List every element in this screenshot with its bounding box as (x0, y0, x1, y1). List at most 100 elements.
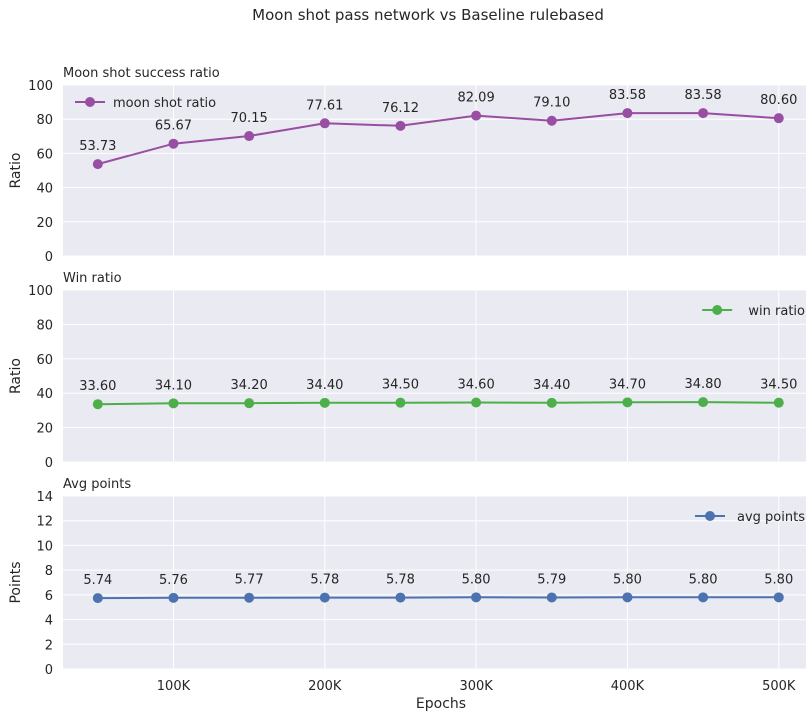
x-tick-label: 200K (308, 679, 342, 694)
data-label: 70.15 (231, 111, 268, 126)
data-label: 5.80 (689, 572, 718, 587)
subplot-title: Win ratio (63, 271, 122, 286)
data-label: 5.76 (159, 573, 188, 588)
data-label: 5.80 (462, 572, 491, 587)
y-tick-label: 12 (36, 515, 53, 530)
data-point (546, 592, 557, 603)
data-label: 77.61 (306, 98, 343, 113)
data-label: 34.40 (533, 378, 570, 393)
legend-label: avg points (737, 510, 805, 525)
data-point (773, 113, 784, 124)
legend: avg points (695, 510, 805, 525)
x-tick-label: 500K (762, 679, 796, 694)
plot-area (63, 496, 806, 669)
data-label: 53.73 (79, 139, 116, 154)
data-label: 65.67 (155, 119, 192, 134)
data-label: 82.09 (458, 91, 495, 106)
data-point (92, 593, 103, 604)
x-tick-label: 100K (157, 679, 191, 694)
y-axis-label: Ratio (8, 358, 24, 394)
y-tick-label: 0 (45, 663, 53, 678)
y-tick-label: 0 (45, 250, 53, 265)
data-point (244, 131, 255, 142)
y-tick-label: 0 (45, 456, 53, 471)
x-tick-label: 400K (611, 679, 645, 694)
subplot-title: Moon shot success ratio (63, 66, 220, 81)
data-point (244, 398, 255, 409)
legend-swatch-marker (85, 97, 95, 107)
y-tick-label: 10 (36, 539, 53, 554)
data-label: 5.74 (83, 573, 112, 588)
data-label: 76.12 (382, 101, 419, 116)
data-point (471, 592, 482, 603)
series-line (97, 596, 779, 600)
subplot-title: Avg points (63, 477, 131, 492)
data-label: 34.40 (306, 378, 343, 393)
panel-3: 0 2 4 6 8 10 12 14 100K 200K 300K 400K 500K Avg point… (8, 477, 806, 694)
data-label: 34.60 (458, 377, 495, 392)
data-label: 34.50 (382, 378, 419, 393)
y-tick-label: 60 (36, 353, 53, 368)
data-point (168, 398, 179, 409)
data-label: 34.70 (609, 377, 646, 392)
data-point (244, 592, 255, 603)
y-tick-label: 80 (36, 318, 53, 333)
data-label: 34.50 (760, 378, 797, 393)
data-label: 5.80 (764, 572, 793, 587)
data-label: 79.10 (533, 96, 570, 111)
data-point (92, 159, 103, 170)
y-tick-label: 100 (28, 79, 53, 94)
x-axis-label: Epochs (416, 696, 466, 712)
data-label: 5.78 (310, 573, 339, 588)
y-tick-label: 100 (28, 284, 53, 299)
data-label: 5.78 (386, 573, 415, 588)
legend: moon shot ratio (75, 96, 216, 111)
data-point (471, 397, 482, 408)
data-point (395, 397, 406, 408)
data-point (622, 108, 633, 119)
data-point (546, 397, 557, 408)
data-point (698, 108, 709, 119)
data-label: 5.79 (537, 572, 566, 587)
data-label: 33.60 (79, 379, 116, 394)
data-point (773, 592, 784, 603)
data-label: 80.60 (760, 93, 797, 108)
data-point (698, 397, 709, 408)
series-line (97, 112, 779, 166)
data-point (395, 592, 406, 603)
data-label: 83.58 (684, 88, 721, 103)
data-point (471, 110, 482, 121)
y-tick-label: 40 (36, 182, 53, 197)
y-tick-label: 20 (36, 216, 53, 231)
y-axis-label: Points (8, 561, 24, 603)
data-point (395, 120, 406, 131)
y-tick-label: 80 (36, 113, 53, 128)
data-point (319, 397, 330, 408)
plot-area (63, 290, 806, 462)
x-tick-label: 300K (459, 679, 493, 694)
data-label: 5.80 (613, 572, 642, 587)
y-tick-label: 40 (36, 387, 53, 402)
data-point (698, 592, 709, 603)
panel-1: 0 20 40 60 80 100 Moon shot success ratio Ratio… (8, 66, 806, 265)
data-label: 34.20 (231, 378, 268, 393)
data-point (622, 397, 633, 408)
data-point (546, 115, 557, 126)
data-label: 34.10 (155, 378, 192, 393)
y-tick-label: 8 (45, 564, 53, 579)
series-line (97, 401, 779, 406)
y-tick-label: 60 (36, 147, 53, 162)
y-tick-label: 4 (45, 614, 53, 629)
data-point (622, 592, 633, 603)
data-label: 83.58 (609, 88, 646, 103)
data-label: 5.77 (235, 573, 264, 588)
legend-label: moon shot ratio (113, 96, 216, 111)
y-tick-label: 6 (45, 589, 53, 604)
data-point (168, 138, 179, 149)
data-point (168, 592, 179, 603)
legend: win ratio (702, 304, 805, 319)
legend-swatch-marker (712, 305, 723, 315)
data-point (319, 592, 330, 603)
data-point (319, 118, 330, 129)
